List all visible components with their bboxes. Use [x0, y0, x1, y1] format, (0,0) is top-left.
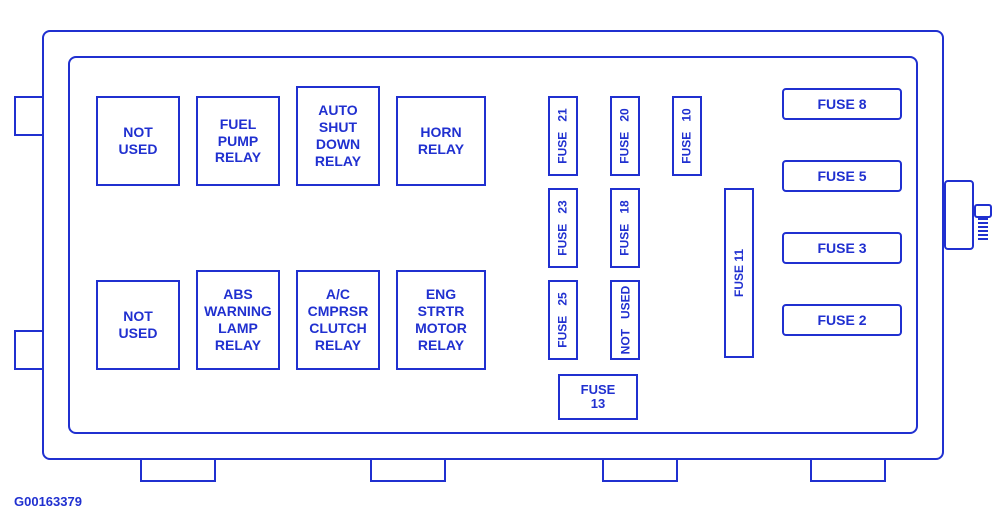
- relay-auto-shutdown: AUTO SHUT DOWN RELAY: [296, 86, 380, 186]
- bottom-tab: [370, 460, 446, 482]
- relay-not-used-1: NOT USED: [96, 96, 180, 186]
- relay-not-used-2: NOT USED: [96, 280, 180, 370]
- bottom-tab: [602, 460, 678, 482]
- fuse-25: FUSE25: [548, 280, 578, 360]
- fuse-10: FUSE10: [672, 96, 702, 176]
- bottom-tab: [810, 460, 886, 482]
- fuse-5: FUSE 5: [782, 160, 902, 192]
- fuse-not-used: NOTUSED: [610, 280, 640, 360]
- fuse-13: FUSE 13: [558, 374, 638, 420]
- left-tab: [14, 330, 42, 370]
- fuse-3: FUSE 3: [782, 232, 902, 264]
- relay-ac-clutch: A/C CMPRSR CLUTCH RELAY: [296, 270, 380, 370]
- fuse-21: FUSE21: [548, 96, 578, 176]
- fuse-20: FUSE20: [610, 96, 640, 176]
- right-connector: [944, 180, 974, 250]
- fuse-8: FUSE 8: [782, 88, 902, 120]
- screw-icon: [974, 204, 992, 240]
- fuse-2: FUSE 2: [782, 304, 902, 336]
- relay-horn: HORN RELAY: [396, 96, 486, 186]
- fuse-18: FUSE18: [610, 188, 640, 268]
- fuse-23: FUSE23: [548, 188, 578, 268]
- relay-eng-starter: ENG STRTR MOTOR RELAY: [396, 270, 486, 370]
- relay-fuel-pump: FUEL PUMP RELAY: [196, 96, 280, 186]
- left-tab: [14, 96, 42, 136]
- part-number: G00163379: [14, 494, 82, 509]
- fuse-11: FUSE 11: [724, 188, 754, 358]
- bottom-tab: [140, 460, 216, 482]
- relay-abs-warning: ABS WARNING LAMP RELAY: [196, 270, 280, 370]
